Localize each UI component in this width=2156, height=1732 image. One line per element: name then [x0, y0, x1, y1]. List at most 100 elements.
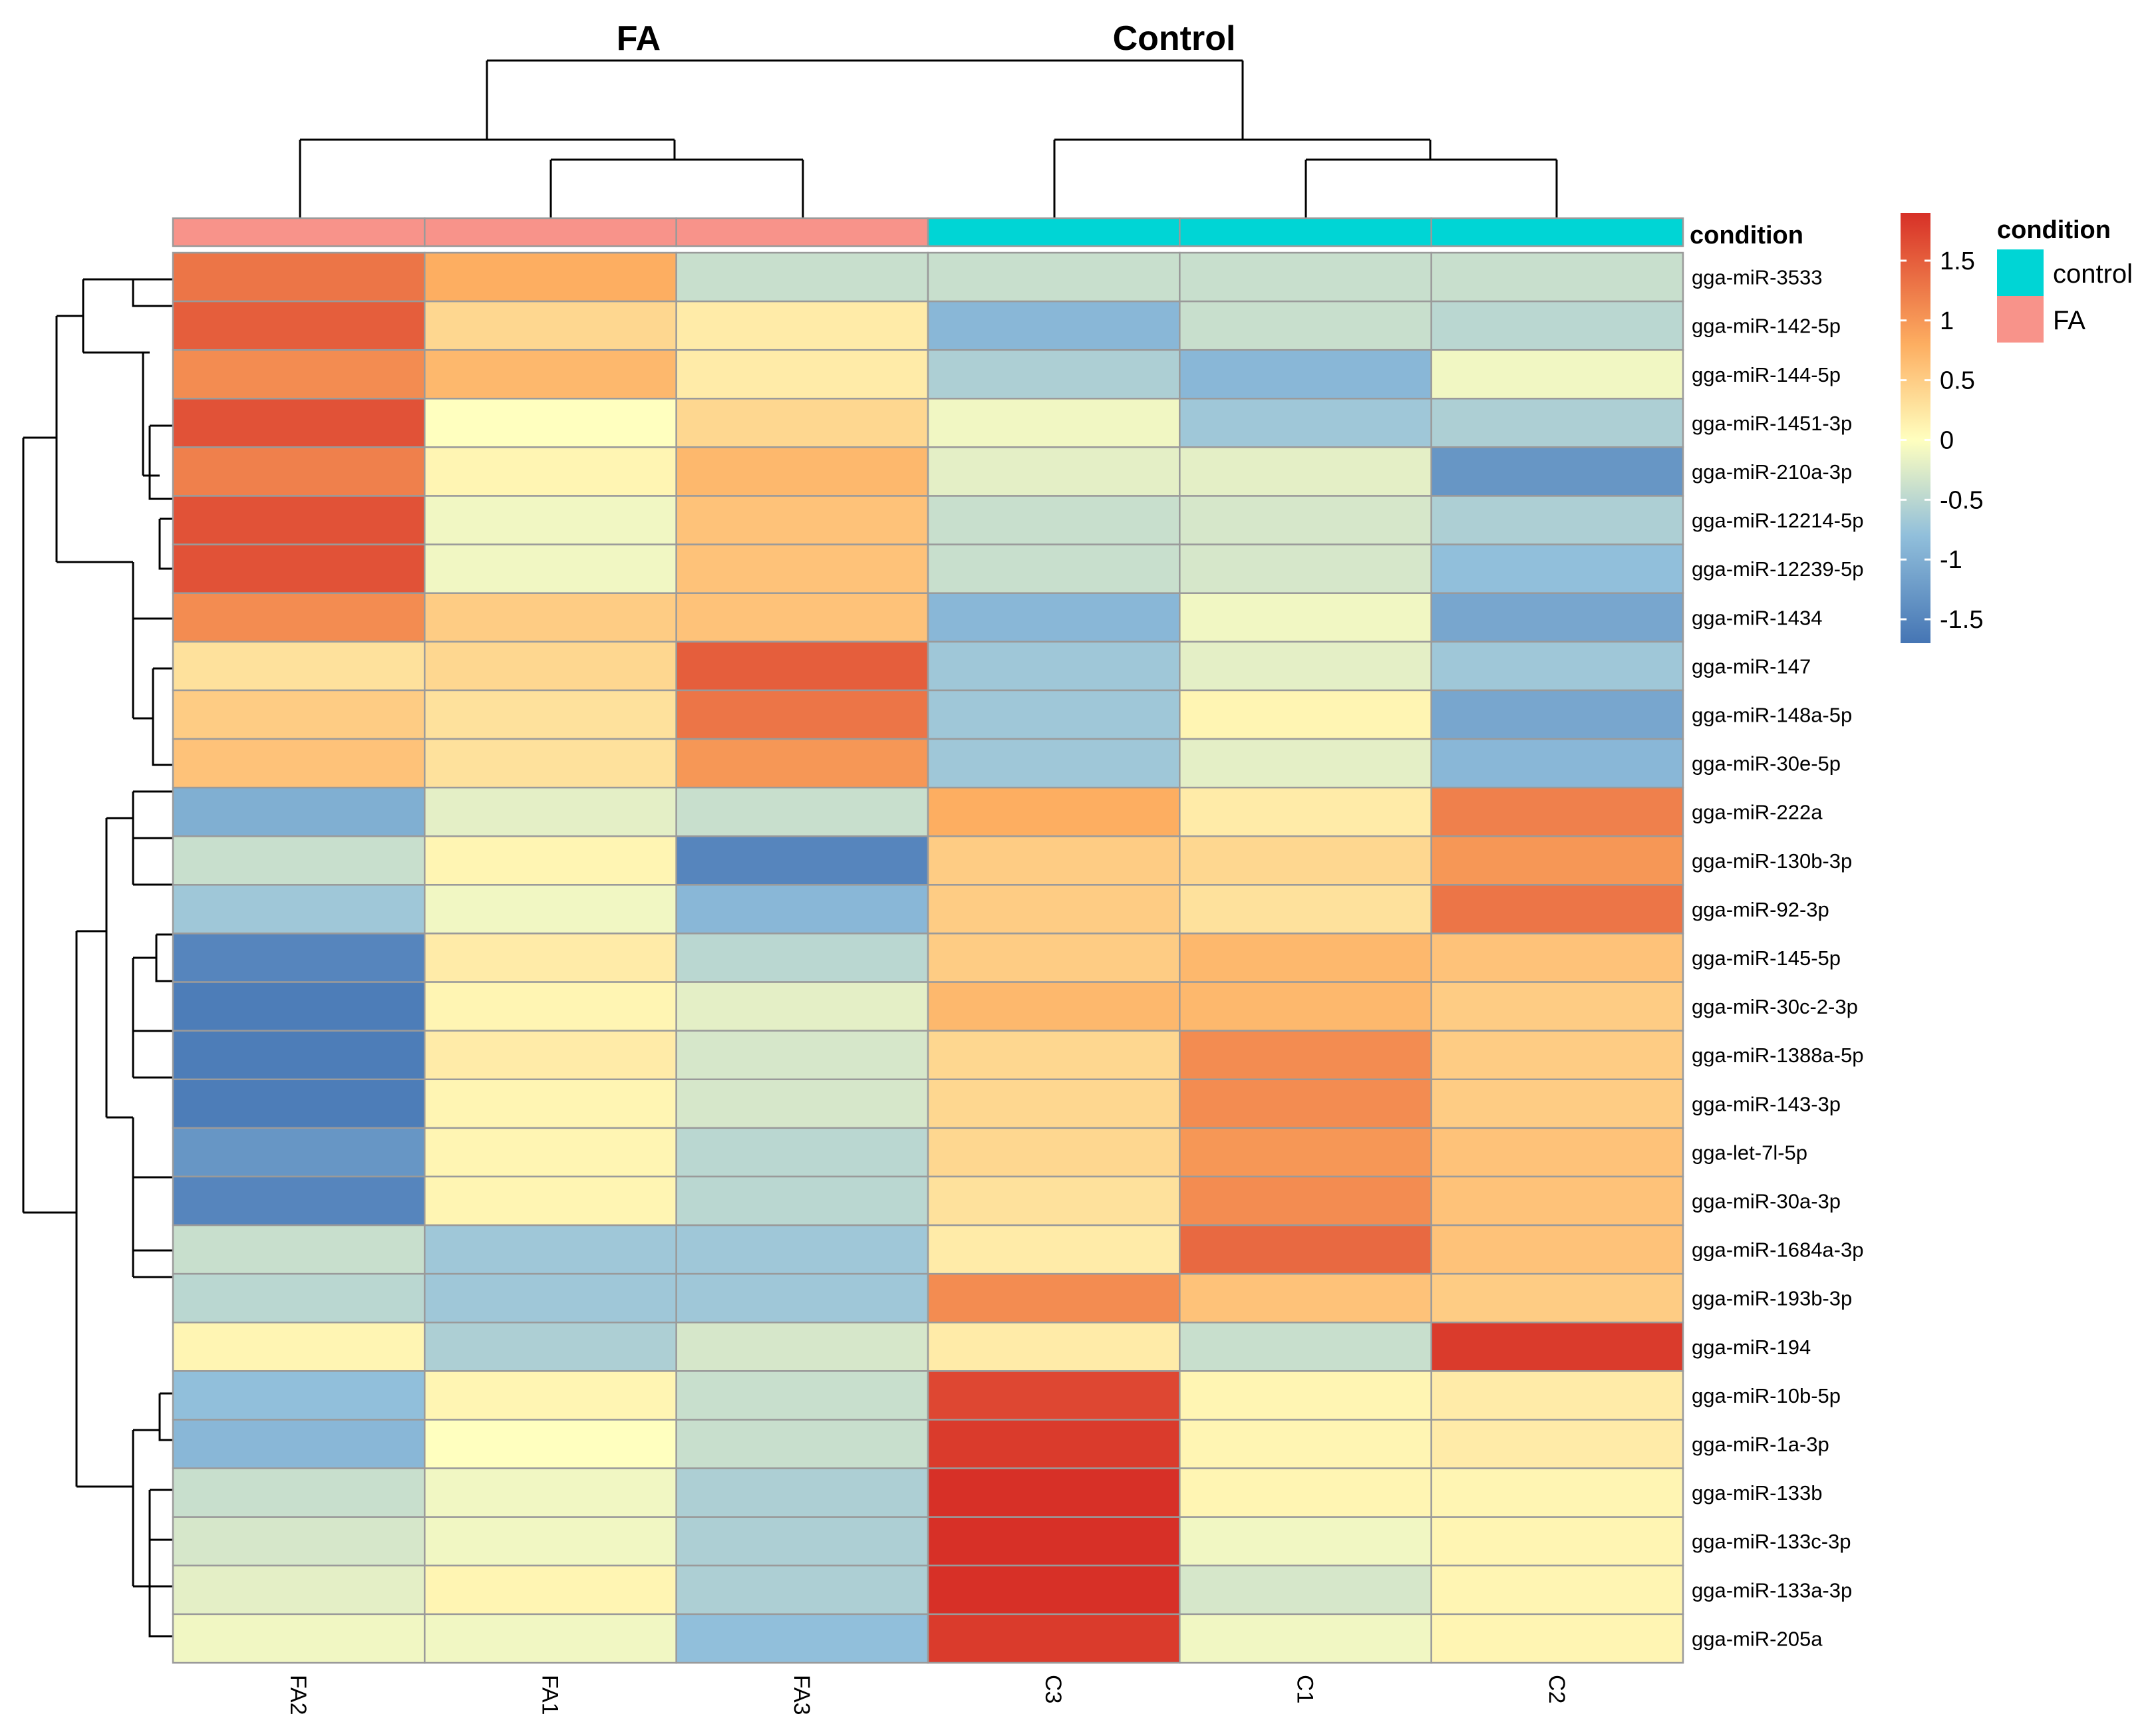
heatmap-cell — [424, 1127, 677, 1178]
col-dendro-control-branch — [1053, 138, 1432, 218]
heatmap-cell — [424, 251, 677, 303]
heatmap-cell — [1179, 1613, 1432, 1664]
heatmap-cell — [675, 641, 929, 692]
heatmap-cell — [675, 1078, 929, 1129]
heatmap-cell — [424, 592, 677, 643]
annotation-cell — [1179, 217, 1432, 247]
heatmap-cell — [1179, 349, 1432, 400]
heatmap-cell — [1430, 495, 1684, 545]
column-dendrogram — [299, 59, 1558, 218]
col-dendro-fa-branch — [299, 138, 676, 218]
row-label: gga-miR-130b-3p — [1692, 849, 1852, 873]
heatmap-cell — [675, 495, 929, 545]
row-dendro-d2 — [158, 1392, 173, 1441]
heatmap-cell — [172, 1613, 426, 1664]
scale-tick-label: -1.5 — [1940, 606, 1983, 634]
legend-label-fa: FA — [2053, 306, 2085, 335]
heatmap-cell — [1179, 835, 1432, 886]
heatmap-cell — [675, 543, 929, 594]
heatmap-cell — [1430, 592, 1684, 643]
heatmap-cell — [675, 592, 929, 643]
heatmap-cell — [424, 835, 677, 886]
heatmap-cell — [1179, 641, 1432, 692]
row-dendro-b1 — [152, 667, 173, 766]
heatmap-cell — [675, 981, 929, 1032]
heatmap-cell — [927, 786, 1181, 837]
column-label: FA3 — [789, 1675, 814, 1715]
row-label: gga-miR-12239-5p — [1692, 557, 1863, 581]
heatmap-cell — [1179, 1564, 1432, 1616]
heatmap-cell — [1179, 981, 1432, 1032]
row-label: gga-miR-143-3p — [1692, 1092, 1841, 1115]
heatmap-cell — [927, 1322, 1181, 1372]
heatmap-cell — [424, 543, 677, 594]
heatmap-cell — [1430, 1564, 1684, 1616]
heatmap-cell — [172, 1564, 426, 1616]
heatmap-cell — [424, 641, 677, 692]
col-dendro-fa1-fa3 — [549, 158, 804, 218]
row-label: gga-miR-144-5p — [1692, 363, 1841, 386]
heatmap-cell — [927, 1078, 1181, 1129]
heatmap-cell — [172, 981, 426, 1032]
heatmap-cell — [675, 1419, 929, 1469]
heatmap-cell — [172, 1175, 426, 1227]
heatmap-cell — [172, 1030, 426, 1081]
heatmap-cell — [1430, 398, 1684, 448]
heatmap-cell — [424, 1370, 677, 1421]
heatmap-cell — [424, 1030, 677, 1081]
row-label: gga-miR-1434 — [1692, 606, 1822, 629]
heatmap-cell — [172, 1370, 426, 1421]
row-label: gga-miR-133a-3p — [1692, 1578, 1852, 1602]
heatmap-cell — [172, 835, 426, 886]
heatmap-cell — [1430, 300, 1684, 351]
heatmap-cell — [424, 1175, 677, 1227]
heatmap-cell — [1430, 981, 1684, 1032]
row-dendro-a4 — [158, 517, 173, 570]
heatmap-cell — [1430, 884, 1684, 935]
row-label: gga-miR-92-3p — [1692, 898, 1829, 921]
heatmap-cell — [927, 1419, 1181, 1469]
heatmap-cell — [172, 1272, 426, 1324]
heatmap-cell — [172, 251, 426, 303]
heatmap-cell — [675, 1467, 929, 1518]
heatmap-cell — [172, 495, 426, 545]
heatmap-cell — [424, 738, 677, 789]
heatmap-cell — [675, 1224, 929, 1275]
group-title-control: Control — [1113, 19, 1236, 58]
heatmap-cell — [927, 1467, 1181, 1518]
row-dendro-d3 — [148, 1489, 173, 1638]
heatmap-cell — [172, 1467, 426, 1518]
condition-annotation-bar — [172, 217, 1684, 247]
heatmap-cell — [1179, 1272, 1432, 1324]
group-title-fa: FA — [617, 19, 661, 58]
scale-tick-label: 0.5 — [1940, 367, 1975, 395]
row-dendro-d — [75, 1387, 133, 1488]
heatmap-cell — [1430, 1322, 1684, 1372]
heatmap-cell — [927, 884, 1181, 935]
row-dendro-c2 — [132, 956, 173, 1079]
heatmap-cell — [1430, 1613, 1684, 1664]
row-label: gga-miR-133c-3p — [1692, 1530, 1851, 1553]
heatmap-cell — [1179, 1370, 1432, 1421]
row-dendro-lower — [75, 930, 106, 1387]
heatmap-cell — [1430, 738, 1684, 789]
heatmap-cell — [1179, 398, 1432, 448]
heatmap-cell — [172, 933, 426, 983]
scale-tick-label: 1 — [1940, 307, 1954, 335]
row-dendro-c3 — [155, 933, 173, 982]
heatmap-cell — [675, 398, 929, 448]
heatmap-cell — [927, 349, 1181, 400]
heatmap-cell — [1430, 689, 1684, 740]
heatmap-cell — [675, 1516, 929, 1567]
heatmap-cell — [1430, 1078, 1684, 1129]
heatmap-cell — [1430, 1030, 1684, 1081]
heatmap-cell — [675, 1127, 929, 1178]
heatmap-cell — [1179, 1419, 1432, 1469]
heatmap-cell — [675, 446, 929, 497]
heatmap-cell — [675, 1370, 929, 1421]
heatmap-cell — [927, 446, 1181, 497]
heatmap-cell — [675, 251, 929, 303]
heatmap-cell — [1430, 1370, 1684, 1421]
row-label: gga-miR-142-5p — [1692, 315, 1841, 338]
